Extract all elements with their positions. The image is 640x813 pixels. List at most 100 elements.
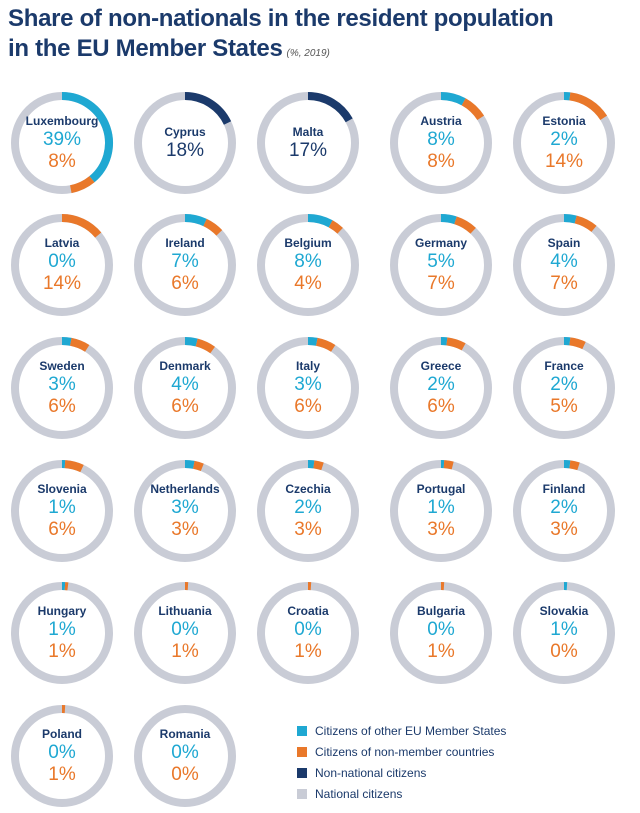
donut-labels-czechia: Czechia 2% 3% (253, 456, 363, 566)
country-name-estonia: Estonia (542, 113, 586, 128)
country-name-luxembourg: Luxembourg (25, 113, 99, 128)
value-eu-czechia: 2% (294, 496, 322, 518)
legend-swatch-eu (297, 725, 307, 736)
value-eu-slovakia: 1% (550, 618, 578, 640)
donut-ring-germany (390, 214, 492, 316)
donut-germany: Germany 5% 7% (386, 210, 496, 320)
donut-portugal: Portugal 1% 3% (386, 456, 496, 566)
value-eu-slovenia: 1% (48, 496, 76, 518)
donut-ring-austria (390, 92, 492, 194)
slice-national-romania (134, 705, 236, 807)
slice-non-member-slovenia (64, 460, 84, 473)
slice-non-national-cyprus (184, 92, 232, 125)
donut-labels-latvia: Latvia 0% 14% (7, 210, 117, 320)
donut-labels-ireland: Ireland 7% 6% (130, 210, 240, 320)
donut-finland: Finland 2% 3% (509, 456, 619, 566)
slice-non-member-latvia (61, 214, 102, 238)
country-name-greece: Greece (420, 358, 462, 373)
slice-non-national-malta (307, 92, 353, 123)
donut-labels-denmark: Denmark 4% 6% (130, 333, 240, 443)
donut-ring-malta (257, 92, 359, 194)
donut-romania: Romania 0% 0% (130, 701, 240, 811)
slice-eu-ireland (184, 214, 207, 227)
slice-non-member-netherlands (192, 460, 204, 472)
legend-item-non-national: Non-national citizens (297, 762, 617, 783)
title-line-2-text: in the EU Member States (8, 35, 283, 62)
legend: Citizens of other EU Member States Citiz… (297, 720, 617, 804)
donut-ireland: Ireland 7% 6% (130, 210, 240, 320)
country-name-slovenia: Slovenia (37, 481, 87, 496)
value-non-member-czechia: 3% (294, 518, 322, 540)
value-non-national-malta: 17% (288, 139, 328, 161)
value-eu-germany: 5% (427, 250, 455, 272)
donut-spain: Spain 4% 7% (509, 210, 619, 320)
value-non-member-hungary: 1% (48, 640, 76, 662)
country-name-romania: Romania (159, 726, 211, 741)
donut-sweden: Sweden 3% 6% (7, 333, 117, 443)
value-eu-france: 2% (550, 373, 578, 395)
donut-ring-denmark (134, 337, 236, 439)
country-name-czechia: Czechia (285, 481, 331, 496)
slice-eu-belgium (307, 214, 333, 228)
donut-labels-greece: Greece 2% 6% (386, 333, 496, 443)
value-eu-belgium: 8% (294, 250, 322, 272)
donut-austria: Austria 8% 8% (386, 88, 496, 198)
title-line-2: in the EU Member States (%, 2019) (8, 34, 628, 69)
donut-ring-france (513, 336, 615, 439)
country-name-hungary: Hungary (37, 603, 87, 618)
donut-poland: Poland 0% 1% (7, 701, 117, 811)
value-non-member-france: 5% (550, 395, 578, 417)
value-eu-lithuania: 0% (171, 618, 199, 640)
value-eu-greece: 2% (427, 373, 455, 395)
country-name-italy: Italy (295, 358, 320, 373)
slice-non-member-denmark (195, 338, 215, 354)
donut-labels-spain: Spain 4% 7% (509, 210, 619, 320)
donut-ring-luxembourg (11, 92, 113, 194)
donut-ring-cyprus (134, 92, 236, 194)
legend-item-national: National citizens (297, 783, 617, 804)
donut-labels-malta: Malta 17% (253, 88, 363, 198)
donut-labels-sweden: Sweden 3% 6% (7, 333, 117, 443)
donut-labels-finland: Finland 2% 3% (509, 456, 619, 566)
value-non-member-denmark: 6% (171, 395, 199, 417)
legend-swatch-non-member (297, 746, 307, 757)
value-eu-romania: 0% (171, 741, 199, 763)
donut-ring-belgium (257, 214, 359, 316)
donut-ring-poland (11, 704, 113, 807)
donut-greece: Greece 2% 6% (386, 333, 496, 443)
donut-france: France 2% 5% (509, 333, 619, 443)
slice-non-member-germany (454, 216, 476, 234)
country-name-bulgaria: Bulgaria (416, 603, 465, 618)
value-non-member-greece: 6% (427, 395, 455, 417)
chart-title: Share of non-nationals in the resident p… (8, 4, 628, 69)
donut-belgium: Belgium 8% 4% (253, 210, 363, 320)
donut-ring-finland (513, 459, 615, 562)
value-non-member-luxembourg: 8% (48, 150, 76, 172)
donut-luxembourg: Luxembourg 39% 8% (7, 88, 117, 198)
donut-labels-lithuania: Lithuania 0% 1% (130, 578, 240, 688)
legend-label-national: National citizens (315, 786, 403, 801)
donut-ring-ireland (134, 214, 236, 316)
donut-labels-luxembourg: Luxembourg 39% 8% (7, 88, 117, 198)
donut-ring-sweden (11, 336, 113, 439)
value-non-member-estonia: 14% (544, 150, 584, 172)
country-name-portugal: Portugal (416, 481, 466, 496)
slice-eu-luxembourg (61, 92, 113, 183)
legend-swatch-non-national (297, 767, 307, 778)
donut-labels-france: France 2% 5% (509, 333, 619, 443)
value-eu-portugal: 1% (427, 496, 455, 518)
donut-labels-poland: Poland 0% 1% (7, 701, 117, 811)
title-line-1: Share of non-nationals in the resident p… (8, 5, 554, 32)
value-non-member-austria: 8% (427, 150, 455, 172)
donut-labels-cyprus: Cyprus 18% (130, 88, 240, 198)
country-name-slovakia: Slovakia (539, 603, 589, 618)
value-eu-hungary: 1% (48, 618, 76, 640)
donut-hungary: Hungary 1% 1% (7, 578, 117, 688)
donut-czechia: Czechia 2% 3% (253, 456, 363, 566)
legend-label-non-member: Citizens of non-member countries (315, 744, 495, 759)
donut-ring-slovenia (11, 459, 113, 562)
value-eu-sweden: 3% (48, 373, 76, 395)
donut-slovakia: Slovakia 1% 0% (509, 578, 619, 688)
slice-non-member-france (569, 337, 586, 350)
